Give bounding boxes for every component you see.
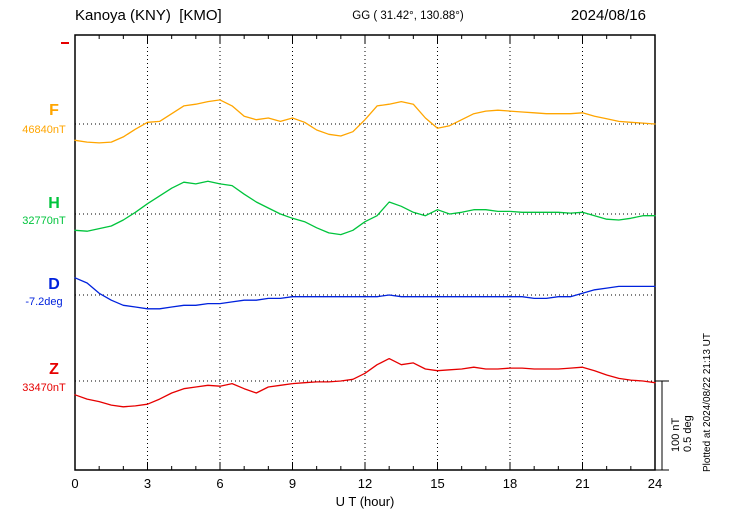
scale-legend: 100 nT 0.5 deg [670,415,694,452]
channel-Z-label: Z [49,361,59,378]
x-tick-label: 15 [430,476,445,491]
x-tick-label: 21 [575,476,590,491]
station-title: Kanoya (KNY) [KMO] [75,7,222,24]
scale-nT-label: 100 nT [670,417,682,452]
geographic-coordinates: GG ( 31.42°, 130.88°) [352,10,464,22]
x-tick-label: 9 [288,476,297,491]
channel-Z-baseline-value: 33470nT [22,382,66,394]
channel-F-label: F [49,102,59,119]
x-tick-label: 12 [357,476,373,491]
x-tick-label: 24 [647,476,663,491]
x-tick-label: 6 [216,476,224,491]
x-tick-label: 0 [71,476,79,491]
channel-H-baseline-value: 32770nT [22,215,66,227]
channel-F-baseline-value: 46840nT [22,124,66,136]
channel-H-label: H [48,195,60,212]
x-axis-label: U T (hour) [335,494,395,509]
left-axis-marker [61,42,69,44]
channel-D-label: D [48,276,60,293]
channel-D-baseline-value: -7.2deg [25,296,63,308]
plotted-at-timestamp: Plotted at 2024/08/22 21:13 UT [702,333,713,472]
observation-date: 2024/08/16 [570,7,646,24]
x-axis-ticks: 0 3 6 9 12 15 18 21 24 [0,476,730,492]
scale-deg-label: 0.5 deg [682,415,694,452]
x-tick-label: 3 [143,476,152,491]
x-tick-label: 18 [502,476,518,491]
